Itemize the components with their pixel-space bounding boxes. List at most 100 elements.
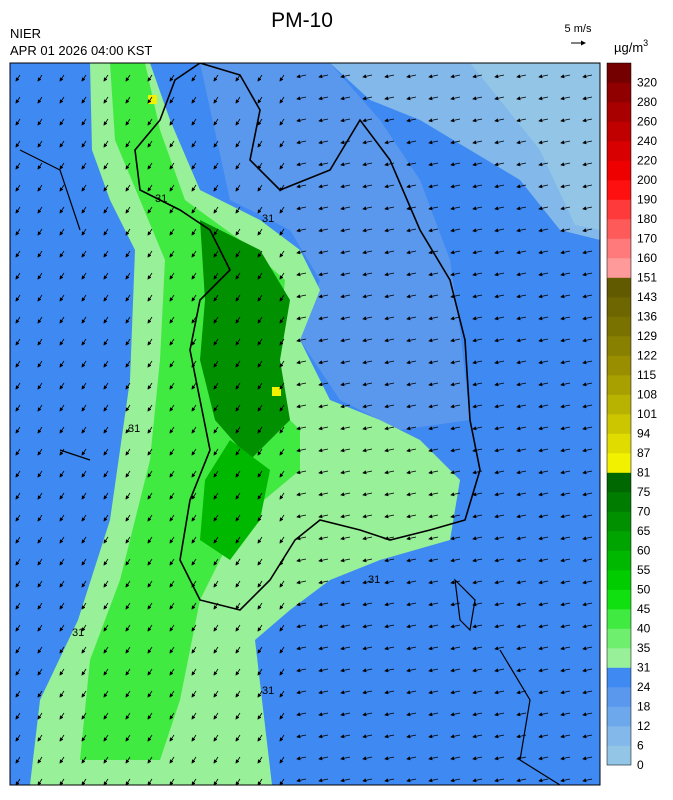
wind-arrow <box>279 316 285 324</box>
wind-arrow <box>296 712 307 717</box>
wind-arrow <box>191 426 197 434</box>
wind-arrow <box>103 602 109 610</box>
wind-arrow <box>125 338 131 346</box>
wind-arrow <box>428 646 439 651</box>
wind-arrow <box>213 316 219 324</box>
wind-arrow <box>362 206 373 211</box>
wind-arrow <box>81 404 87 412</box>
wind-arrow <box>213 184 219 192</box>
wind-arrow <box>340 646 351 651</box>
wind-arrow <box>81 426 87 434</box>
colorbar-label: 6 <box>637 739 644 753</box>
wind-arrow <box>472 448 483 453</box>
wind-arrow <box>169 536 175 544</box>
wind-arrow <box>15 118 21 126</box>
wind-arrow <box>450 118 461 123</box>
wind-arrow <box>340 382 351 387</box>
wind-arrow <box>384 756 395 761</box>
wind-arrow <box>318 624 329 629</box>
wind-arrow <box>450 712 461 717</box>
wind-arrow <box>37 294 43 302</box>
wind-arrow <box>538 778 549 783</box>
wind-arrow <box>213 272 219 280</box>
wind-arrow <box>169 470 175 478</box>
wind-arrow <box>125 668 131 676</box>
wind-arrow <box>235 778 241 785</box>
wind-arrow <box>384 74 395 79</box>
wind-arrow <box>37 162 43 170</box>
wind-arrow <box>560 756 571 761</box>
wind-arrow <box>169 360 175 368</box>
colorbar-label: 180 <box>637 212 657 226</box>
wind-arrow <box>362 426 373 431</box>
wind-arrow <box>450 382 461 387</box>
wind-arrow <box>472 580 483 585</box>
wind-arrow <box>169 492 175 500</box>
wind-arrow <box>428 470 439 475</box>
wind-arrow <box>103 228 109 236</box>
colorbar-segment <box>607 102 631 122</box>
colorbar-segment <box>607 258 631 278</box>
wind-arrow <box>516 404 527 409</box>
wind-arrow <box>560 580 571 585</box>
wind-arrow <box>15 646 21 654</box>
wind-arrow <box>560 140 571 145</box>
wind-arrow <box>318 668 329 673</box>
wind-arrow <box>103 492 109 500</box>
wind-arrow <box>279 536 285 544</box>
wind-arrow <box>450 558 461 563</box>
wind-arrow <box>15 778 21 785</box>
wind-arrow <box>296 162 307 167</box>
colorbar-frame <box>606 62 632 766</box>
wind-arrow <box>59 404 65 412</box>
wind-arrow <box>538 96 549 101</box>
wind-arrow <box>296 558 307 563</box>
wind-arrow <box>191 140 197 148</box>
wind-arrow <box>81 382 87 390</box>
colorbar-label: 12 <box>637 719 651 733</box>
colorbar-segment <box>607 394 631 415</box>
wind-arrow <box>147 316 153 324</box>
wind-arrow <box>37 184 43 192</box>
wind-arrow <box>257 360 263 368</box>
wind-arrow <box>582 206 593 211</box>
wind-arrow <box>191 690 197 698</box>
wind-arrow <box>472 646 483 651</box>
wind-arrow <box>15 470 21 478</box>
wind-arrow <box>450 756 461 761</box>
wind-arrow <box>516 118 527 123</box>
wind-arrow <box>59 668 65 676</box>
colorbar-segment <box>607 355 631 376</box>
wind-arrow <box>494 602 505 607</box>
wind-arrow <box>169 668 175 676</box>
wind-arrow <box>169 250 175 258</box>
wind-arrow <box>560 778 571 783</box>
wind-arrow <box>362 690 373 695</box>
wind-arrow <box>125 294 131 302</box>
wind-arrow <box>472 206 483 211</box>
wind-arrow <box>516 140 527 145</box>
wind-arrow <box>318 294 329 299</box>
wind-arrow <box>582 294 593 299</box>
wind-arrow <box>538 250 549 255</box>
wind-arrow <box>362 294 373 299</box>
wind-arrow <box>494 646 505 651</box>
wind-arrow <box>450 206 461 211</box>
hotspot <box>148 95 157 104</box>
wind-arrow <box>384 404 395 409</box>
wind-arrow <box>125 162 131 170</box>
wind-arrow <box>582 492 593 497</box>
wind-arrow <box>296 624 307 629</box>
wind-arrow <box>279 470 285 478</box>
wind-arrow <box>15 514 21 522</box>
wind-arrow <box>560 184 571 189</box>
wind-arrow <box>472 734 483 739</box>
wind-arrow <box>125 118 131 126</box>
wind-arrow <box>257 404 263 412</box>
wind-arrow <box>406 360 417 365</box>
wind-arrow <box>318 514 329 519</box>
wind-arrow <box>538 448 549 453</box>
wind-arrow <box>213 360 219 368</box>
wind-arrow <box>59 690 65 698</box>
wind-arrow <box>450 778 461 783</box>
